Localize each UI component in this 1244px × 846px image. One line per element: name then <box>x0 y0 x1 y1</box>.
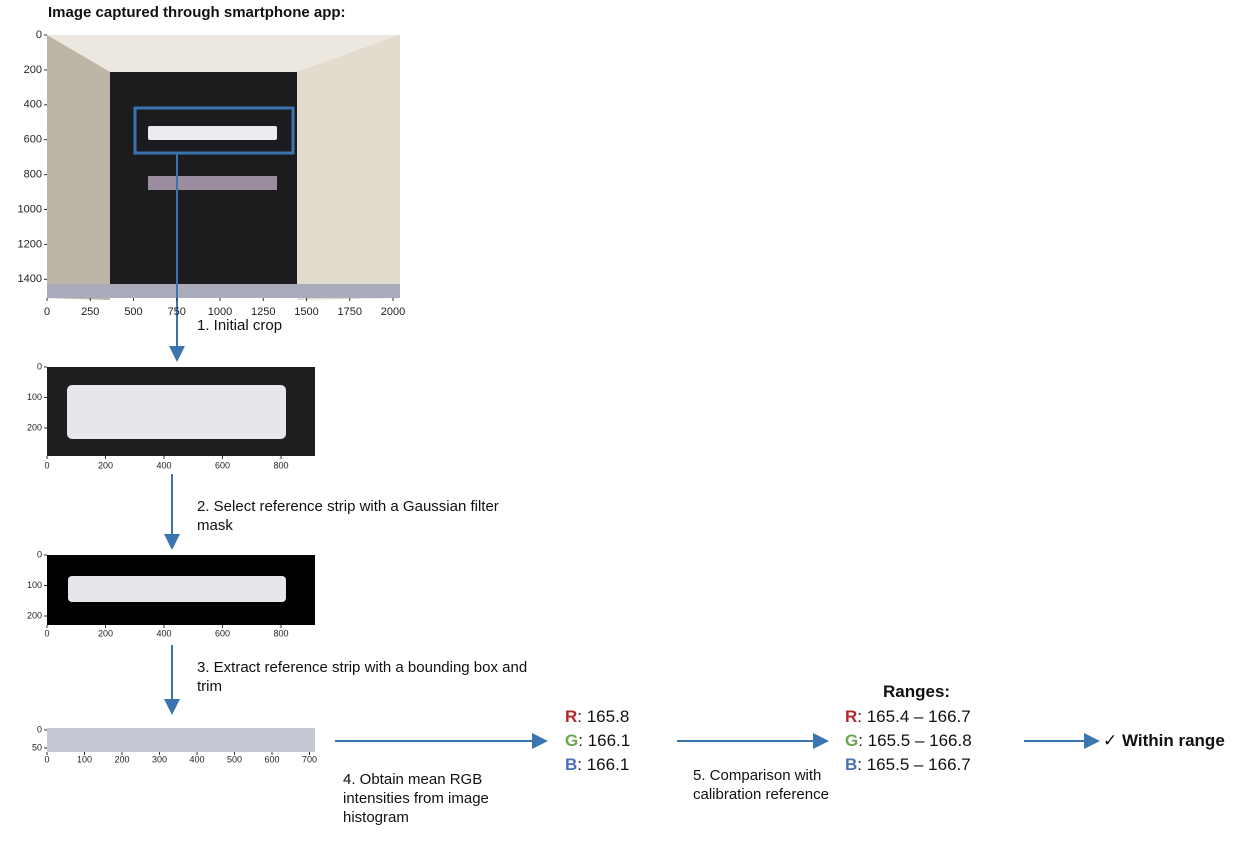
x-tick-label: 400 <box>156 460 171 470</box>
channel: G <box>845 731 858 750</box>
x-tick-label: 100 <box>77 754 92 764</box>
y-tick-label: 1000 <box>18 203 42 215</box>
channel: R <box>565 707 577 726</box>
x-tick-label: 0 <box>44 306 50 318</box>
y-tick-label: 0 <box>37 724 42 734</box>
x-tick-label: 700 <box>302 754 317 764</box>
value: : 165.5 – 166.8 <box>858 731 971 750</box>
cropped-image <box>47 367 315 456</box>
x-tick-label: 800 <box>273 628 288 638</box>
result-text: Within range <box>1122 731 1225 750</box>
x-tick-label: 400 <box>156 628 171 638</box>
x-tick-label: 300 <box>152 754 167 764</box>
check: ✓ <box>1103 731 1117 750</box>
value: : 165.5 – 166.7 <box>857 755 970 774</box>
y-tick-label: 200 <box>24 64 42 76</box>
x-tick-label: 250 <box>81 306 99 318</box>
y-tick-label: 50 <box>32 742 42 752</box>
x-tick-label: 200 <box>98 628 113 638</box>
result: ✓ Within range <box>1103 729 1225 753</box>
captured-image <box>47 35 400 300</box>
step: 5. Comparison with calibration reference <box>693 766 833 804</box>
x-tick-label: 200 <box>98 460 113 470</box>
channel: R <box>845 707 857 726</box>
masked-image <box>47 555 315 625</box>
x-tick-label: 600 <box>215 460 230 470</box>
channel: G <box>565 731 578 750</box>
rgb-line: R: 165.4 – 166.7 <box>845 705 971 729</box>
x-tick-label: 0 <box>44 628 49 638</box>
y-tick-label: 400 <box>24 99 42 111</box>
rgb-line: G: 166.1 <box>565 729 630 753</box>
y-tick-label: 200 <box>27 610 42 620</box>
y-tick-label: 0 <box>37 549 42 559</box>
y-tick-label: 0 <box>36 29 42 41</box>
value: : 165.4 – 166.7 <box>857 707 970 726</box>
rgb-line: R: 165.8 <box>565 705 629 729</box>
y-tick-label: 100 <box>27 580 42 590</box>
rgb-line: B: 166.1 <box>565 753 629 777</box>
ranges-title: Ranges: <box>883 680 950 704</box>
step: 1. Initial crop <box>197 316 527 335</box>
value: : 166.1 <box>578 731 630 750</box>
value: : 166.1 <box>577 755 629 774</box>
channel: B <box>845 755 857 774</box>
y-tick-label: 1200 <box>18 238 42 250</box>
x-tick-label: 200 <box>114 754 129 764</box>
channel: B <box>565 755 577 774</box>
step: 3. Extract reference strip with a boundi… <box>197 658 537 696</box>
step: 4. Obtain mean RGB intensities from imag… <box>343 770 513 827</box>
x-tick-label: 750 <box>168 306 186 318</box>
title: Image captured through smartphone app: <box>48 3 346 22</box>
value: : 165.8 <box>577 707 629 726</box>
x-tick-label: 0 <box>44 754 49 764</box>
x-tick-label: 600 <box>264 754 279 764</box>
x-tick-label: 400 <box>189 754 204 764</box>
y-tick-label: 600 <box>24 134 42 146</box>
y-tick-label: 800 <box>24 169 42 181</box>
page: 0250500750100012501500175020000200400600… <box>0 0 1244 846</box>
rgb-line: B: 165.5 – 166.7 <box>845 753 971 777</box>
rgb-line: G: 165.5 – 166.8 <box>845 729 972 753</box>
y-tick-label: 1400 <box>18 273 42 285</box>
y-tick-label: 200 <box>27 422 42 432</box>
x-tick-label: 0 <box>44 460 49 470</box>
step: 2. Select reference strip with a Gaussia… <box>197 497 537 535</box>
x-tick-label: 500 <box>227 754 242 764</box>
y-tick-label: 100 <box>27 392 42 402</box>
y-tick-label: 0 <box>37 361 42 371</box>
x-tick-label: 500 <box>124 306 142 318</box>
x-tick-label: 800 <box>273 460 288 470</box>
x-tick-label: 600 <box>215 628 230 638</box>
trimmed-image <box>47 728 315 752</box>
